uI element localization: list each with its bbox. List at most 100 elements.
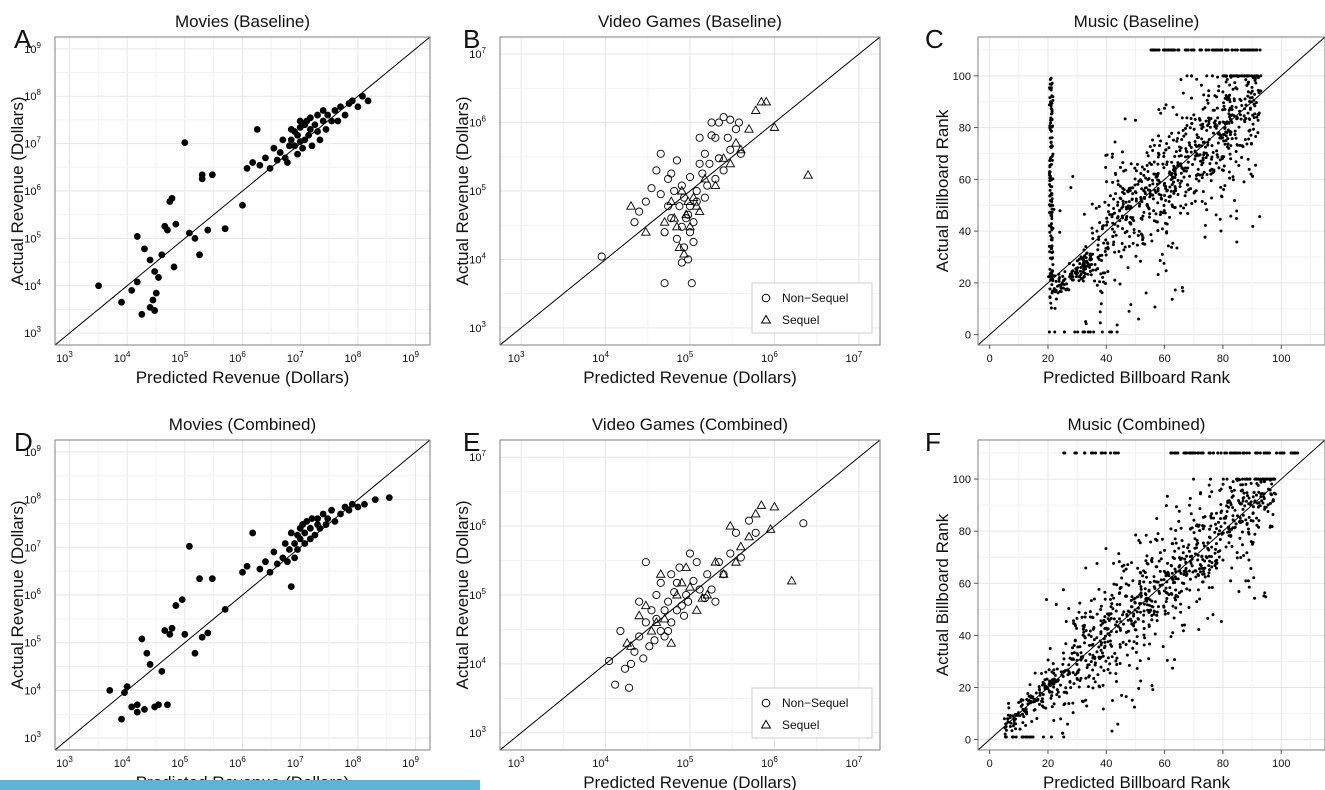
point-non-sequel [695,133,704,142]
point [1183,451,1187,455]
point [1106,668,1110,672]
point [1227,146,1231,150]
point [294,150,301,158]
point-sequel [671,589,682,599]
point [1238,536,1242,540]
point-non-sequel [597,252,606,261]
y-tick-exponent: 5 [482,183,487,192]
point [1188,496,1192,500]
point [1231,178,1235,182]
point [243,164,251,172]
point [1054,288,1058,292]
y-tick-exponent: 4 [482,656,487,665]
point [1176,451,1180,455]
point [1236,75,1240,79]
point [1185,74,1189,78]
point [1193,157,1197,161]
point [1250,96,1254,100]
point [1247,167,1251,171]
point [1115,603,1119,607]
point [1185,116,1189,120]
point [1254,451,1258,455]
point [1218,529,1222,533]
point [1254,493,1258,497]
x-tick-label: 103 [56,755,73,770]
points [597,96,814,288]
point [1047,668,1051,672]
point [1049,140,1053,144]
point [1210,565,1214,569]
point-sequel [676,185,687,195]
x-tick-label: 103 [508,350,525,365]
point [1156,273,1160,277]
point [1208,125,1212,129]
point [1088,629,1092,633]
point [1110,593,1114,597]
point [1165,561,1169,565]
point [371,496,379,504]
point [1202,524,1206,528]
point [1086,330,1090,334]
point [1174,451,1178,455]
point [1010,729,1014,733]
point [1165,162,1169,166]
point [1162,166,1166,170]
point [1234,160,1238,164]
point-non-sequel [684,210,693,219]
point [1136,182,1140,186]
point [1124,567,1128,571]
point [1217,121,1221,125]
point [1182,544,1186,548]
point [1126,609,1130,613]
point [1182,134,1186,138]
point [1084,611,1088,615]
point [1188,126,1192,130]
point [1211,108,1215,112]
point-non-sequel [625,683,634,692]
point [1210,144,1214,148]
point [1175,113,1179,117]
point [1162,569,1166,573]
point [1103,590,1107,594]
point [1222,139,1226,143]
point [1239,48,1243,52]
point-non-sequel [675,202,684,211]
point [1116,200,1120,204]
point [1062,657,1066,661]
point [1159,139,1163,143]
point [1208,168,1212,172]
point-non-sequel [652,614,661,623]
point [1031,700,1035,704]
point [1156,605,1160,609]
point [1132,597,1136,601]
point [1111,152,1115,156]
point [1046,658,1050,662]
point-non-sequel [714,558,723,567]
point [1253,92,1257,96]
point [1252,102,1256,106]
point [1047,682,1051,686]
point [1089,273,1093,277]
point [291,554,299,562]
point [1200,173,1204,177]
point [281,540,289,547]
point [1101,683,1105,687]
point [1116,224,1120,228]
point [1189,48,1193,52]
point [1063,330,1067,334]
point [1153,172,1157,176]
point [1172,191,1176,195]
point [1184,169,1188,173]
point [1064,642,1068,646]
point [1202,153,1206,157]
point [1106,242,1110,246]
point [1116,451,1120,455]
x-tick-label: 105 [171,755,188,770]
point [1118,165,1122,169]
point [1048,690,1052,694]
x-tick-label: 100 [1272,758,1290,770]
point-non-sequel [714,154,723,163]
point [1050,210,1054,214]
point [1114,680,1118,684]
point [1139,171,1143,175]
